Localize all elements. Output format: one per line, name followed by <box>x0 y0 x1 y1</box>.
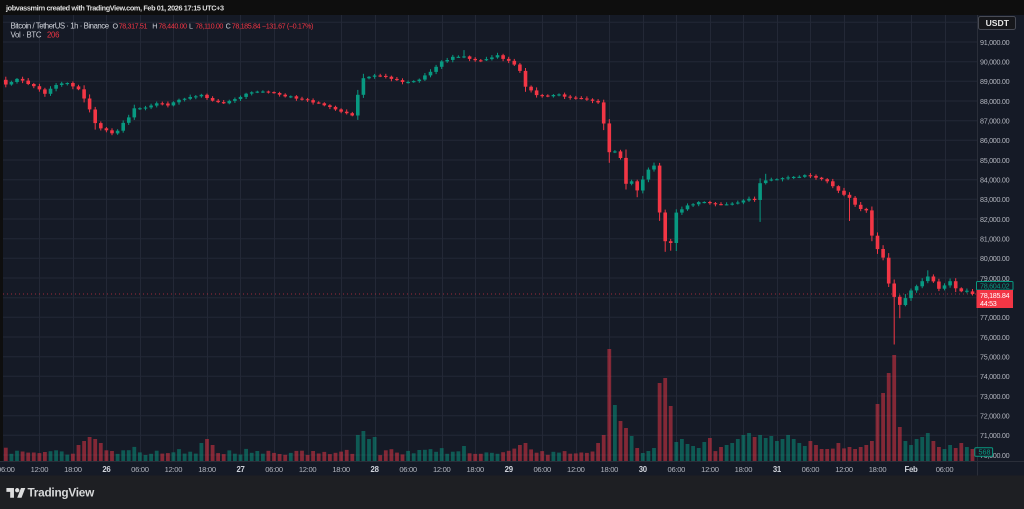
svg-text:28: 28 <box>371 465 380 474</box>
svg-text:12:00: 12:00 <box>567 465 585 474</box>
svg-text:71,000.00: 71,000.00 <box>980 431 1010 440</box>
svg-text:12:00: 12:00 <box>433 465 451 474</box>
svg-text:12:00: 12:00 <box>299 465 317 474</box>
svg-text:75,000.00: 75,000.00 <box>980 353 1010 362</box>
svg-text:206: 206 <box>47 30 59 39</box>
svg-text:USDT: USDT <box>986 18 1010 28</box>
svg-text:74,000.00: 74,000.00 <box>980 372 1010 381</box>
svg-text:TradingView: TradingView <box>28 486 96 500</box>
svg-text:78,440.00: 78,440.00 <box>158 21 187 30</box>
svg-text:Feb: Feb <box>905 465 918 474</box>
svg-text:84,000.00: 84,000.00 <box>980 176 1010 185</box>
svg-text:81,000.00: 81,000.00 <box>980 235 1010 244</box>
svg-text:26: 26 <box>102 465 111 474</box>
svg-text:18:00: 18:00 <box>466 465 484 474</box>
svg-text:06:00: 06:00 <box>265 465 283 474</box>
svg-text:12:00: 12:00 <box>701 465 719 474</box>
svg-text:06:00: 06:00 <box>936 465 954 474</box>
svg-text:78,185.84: 78,185.84 <box>980 291 1010 300</box>
svg-text:30: 30 <box>639 465 648 474</box>
svg-text:06:00: 06:00 <box>131 465 149 474</box>
svg-text:jobvassmirn created with Tradi: jobvassmirn created with TradingView.com… <box>5 3 224 12</box>
svg-text:18:00: 18:00 <box>735 465 753 474</box>
svg-text:87,000.00: 87,000.00 <box>980 117 1010 126</box>
svg-text:72,000.00: 72,000.00 <box>980 412 1010 421</box>
svg-text:27: 27 <box>236 465 244 474</box>
svg-text:31: 31 <box>773 465 782 474</box>
svg-text:29: 29 <box>505 465 514 474</box>
svg-text:Bitcoin / TetherUS · 1h · Bina: Bitcoin / TetherUS · 1h · Binance <box>11 21 109 30</box>
svg-text:77,000.00: 77,000.00 <box>980 313 1010 322</box>
svg-text:78,317.51: 78,317.51 <box>119 21 148 30</box>
svg-text:83,000.00: 83,000.00 <box>980 195 1010 204</box>
svg-text:85,000.00: 85,000.00 <box>980 156 1010 165</box>
svg-text:82,000.00: 82,000.00 <box>980 215 1010 224</box>
svg-text:18:00: 18:00 <box>198 465 216 474</box>
svg-text:12:00: 12:00 <box>31 465 49 474</box>
svg-text:70,000.00: 70,000.00 <box>980 451 1010 460</box>
svg-text:06:00: 06:00 <box>802 465 820 474</box>
svg-text:C: C <box>226 21 231 30</box>
svg-text:89,000.00: 89,000.00 <box>980 77 1010 86</box>
svg-text:18:00: 18:00 <box>332 465 350 474</box>
svg-text:18:00: 18:00 <box>64 465 82 474</box>
svg-text:86,000.00: 86,000.00 <box>980 136 1010 145</box>
svg-text:H: H <box>152 21 157 30</box>
svg-text:76,000.00: 76,000.00 <box>980 333 1010 342</box>
svg-text:78,604.02: 78,604.02 <box>980 282 1010 291</box>
svg-text:18:00: 18:00 <box>601 465 619 474</box>
svg-text:79,000.00: 79,000.00 <box>980 274 1010 283</box>
svg-text:80,000.00: 80,000.00 <box>980 254 1010 263</box>
svg-text:06:00: 06:00 <box>399 465 417 474</box>
svg-text:88,000.00: 88,000.00 <box>980 97 1010 106</box>
svg-text:06:00: 06:00 <box>668 465 686 474</box>
svg-text:12:00: 12:00 <box>165 465 183 474</box>
svg-text:18:00: 18:00 <box>869 465 887 474</box>
svg-text:78,185.84: 78,185.84 <box>232 21 261 30</box>
svg-text:06:00: 06:00 <box>533 465 551 474</box>
svg-text:12:00: 12:00 <box>835 465 853 474</box>
svg-text:06:00: 06:00 <box>0 465 15 474</box>
svg-text:78,110.00: 78,110.00 <box>195 21 223 30</box>
svg-text:568: 568 <box>979 448 991 457</box>
svg-text:O: O <box>113 21 119 30</box>
svg-text:73,000.00: 73,000.00 <box>980 392 1010 401</box>
svg-text:L: L <box>189 21 193 30</box>
svg-text:−131.67 (−0.17%): −131.67 (−0.17%) <box>262 21 313 30</box>
svg-text:Vol · BTC: Vol · BTC <box>11 30 42 39</box>
svg-text:91,000.00: 91,000.00 <box>980 38 1010 47</box>
svg-text:90,000.00: 90,000.00 <box>980 58 1010 67</box>
svg-text:44:53: 44:53 <box>980 299 997 308</box>
